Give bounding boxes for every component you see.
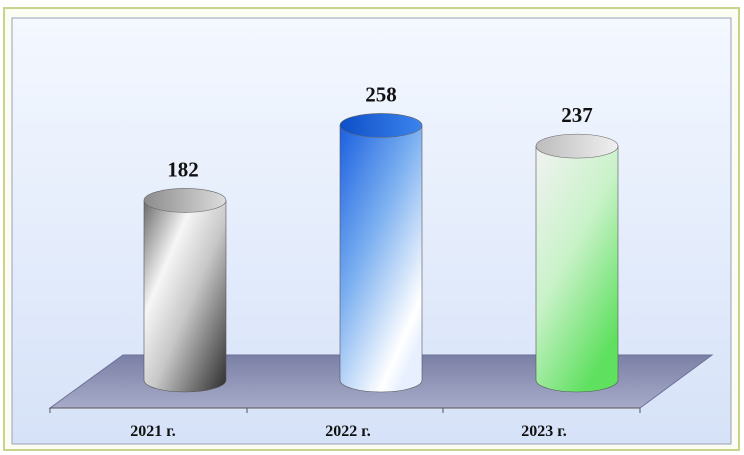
bar-body <box>339 125 423 393</box>
x-tick-label: 2023 г. <box>521 423 566 440</box>
data-label: 258 <box>365 82 397 106</box>
bar-top <box>143 188 227 213</box>
bar <box>143 188 227 393</box>
x-tick-label: 2021 г. <box>130 423 175 440</box>
bars-layer <box>143 113 619 393</box>
bar <box>339 113 423 393</box>
bar-top <box>535 133 619 159</box>
x-tick-label: 2022 г. <box>325 423 370 440</box>
data-label: 182 <box>167 157 199 181</box>
bar-body <box>143 200 227 393</box>
bar-body <box>535 145 619 393</box>
labels-layer: 182 258 237 2021 г. 2022 г. 2023 г. <box>130 82 592 440</box>
bar <box>535 133 619 393</box>
bar-top <box>339 113 423 138</box>
data-label: 237 <box>561 103 593 127</box>
